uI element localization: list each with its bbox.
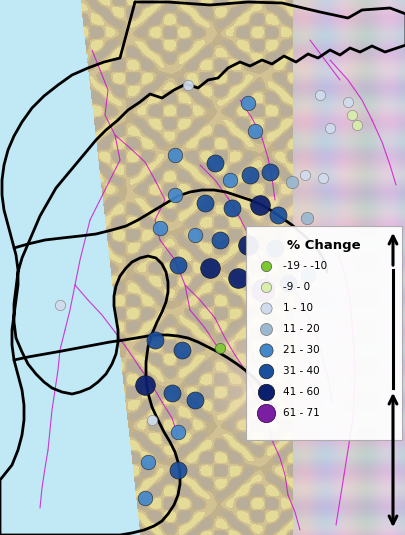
Point [216,343,223,352]
Point [262,388,269,396]
Point [288,178,294,186]
Point [348,111,354,119]
Point [262,325,269,333]
Point [211,159,218,167]
Text: % Change: % Change [286,240,360,253]
Point [262,409,269,417]
Text: 61 - 71: 61 - 71 [282,408,319,418]
Point [274,211,281,219]
Point [206,264,213,272]
Point [271,244,277,253]
Point [303,213,309,222]
Point [304,271,311,279]
Point [246,171,253,179]
Point [259,286,266,294]
Text: -9 - 0: -9 - 0 [282,282,309,292]
Text: 31 - 40: 31 - 40 [282,366,319,376]
Point [141,381,148,389]
Text: 1 - 10: 1 - 10 [282,303,312,313]
Point [174,427,181,436]
Point [262,366,269,375]
Point [151,336,158,345]
Point [266,167,273,176]
Point [251,127,258,135]
FancyBboxPatch shape [245,226,401,440]
Point [57,301,63,309]
Point [326,124,333,132]
Point [171,151,178,159]
Point [168,389,175,398]
Point [171,190,178,199]
Point [174,466,181,475]
Point [216,236,223,244]
Point [268,348,275,356]
Point [226,175,233,184]
Point [184,81,191,89]
Point [145,458,151,467]
Point [256,201,262,209]
Point [262,304,269,312]
Point [244,241,251,249]
Point [201,198,208,207]
Point [191,231,198,239]
Point [316,91,322,100]
Text: 21 - 30: 21 - 30 [282,345,319,355]
Text: 11 - 20: 11 - 20 [282,324,319,334]
Point [262,282,269,291]
Text: -19 - -10: -19 - -10 [282,261,326,271]
Point [174,261,181,269]
Point [254,351,260,360]
Point [156,224,163,232]
Point [191,396,198,404]
Point [244,99,251,108]
Point [319,174,326,182]
Point [228,204,234,212]
Point [262,262,269,270]
Point [284,279,290,287]
Point [148,416,155,424]
Point [178,346,185,354]
Point [344,98,350,106]
Text: 41 - 60: 41 - 60 [282,387,319,397]
Point [353,121,359,129]
Point [301,171,307,179]
Point [262,346,269,354]
Point [141,494,148,502]
Point [234,274,241,282]
